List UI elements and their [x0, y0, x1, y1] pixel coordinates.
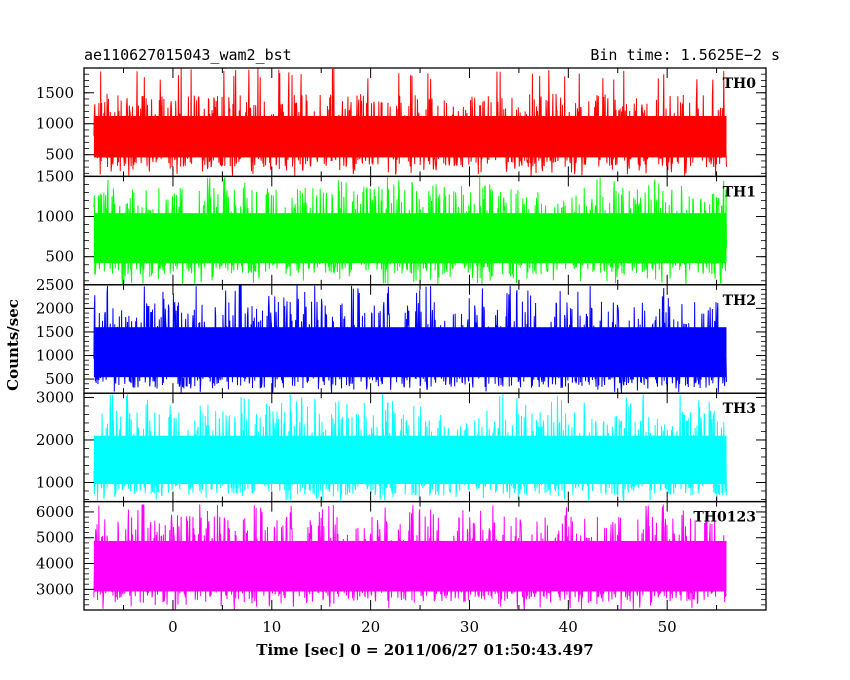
- y-tick-label: 1500: [36, 323, 74, 341]
- y-tick-label: 500: [45, 248, 74, 266]
- y-tick-label: 500: [45, 370, 74, 388]
- y-tick-label: 2000: [36, 299, 74, 317]
- series-line-th2: [93, 284, 727, 394]
- series-line-th0: [93, 68, 727, 177]
- y-tick-label: 1000: [36, 473, 74, 491]
- panel-th2: 500 1000 1500 2000 2500 TH2: [36, 276, 767, 394]
- panel-th3: 1000 2000 3000 TH3: [36, 388, 767, 503]
- x-tick-label: 40: [559, 618, 578, 636]
- panel-label: TH0: [723, 76, 757, 92]
- panel-th1: 500 1000 1500 TH1: [36, 167, 767, 286]
- series-line-th1: [93, 176, 727, 285]
- y-axis-label: Counts/sec: [4, 299, 22, 391]
- panel-frame: [83, 500, 767, 611]
- figure-title-left: ae110627015043_wam2_bst: [84, 46, 292, 64]
- y-tick-label: 6000: [36, 503, 74, 521]
- x-tick-label: 30: [460, 618, 479, 636]
- y-tick-label: 2500: [36, 276, 74, 294]
- y-tick-label: 5000: [36, 529, 74, 547]
- y-tick-label: 1500: [36, 167, 74, 185]
- panel-th0: 500 1000 1500 TH0: [36, 67, 767, 178]
- y-tick-label: 3000: [36, 580, 74, 598]
- figure-title-right: Bin time: 1.5625E−2 s: [590, 46, 780, 64]
- panel-label: TH1: [723, 184, 756, 200]
- panels-group: 500 1000 1500 TH0 500 1000 1500 TH1 500 1000 1500 2…: [36, 67, 767, 611]
- x-axis-label: Time [sec] 0 = 2011/06/27 01:50:43.497: [256, 641, 593, 659]
- y-tick-label: 1500: [36, 84, 74, 102]
- panel-label: TH3: [723, 401, 756, 417]
- x-tick-label: 20: [361, 618, 380, 636]
- y-tick-label: 500: [45, 146, 74, 164]
- panel-th0123: 3000 4000 5000 6000 TH0123: [36, 500, 767, 611]
- series-line-th3: [93, 393, 727, 502]
- y-tick-label: 1000: [36, 346, 74, 364]
- y-tick-label: 1000: [36, 115, 74, 133]
- x-tick-label: 50: [658, 618, 677, 636]
- x-tick-label: 0: [168, 618, 178, 636]
- panel-label: TH0123: [693, 510, 756, 526]
- y-tick-label: 2000: [36, 431, 74, 449]
- y-tick-label: 4000: [36, 555, 74, 573]
- y-tick-label: 1000: [36, 208, 74, 226]
- x-tick-label: 10: [262, 618, 281, 636]
- x-axis: 0 10 20 30 40 50: [168, 618, 677, 636]
- panel-label: TH2: [723, 293, 756, 309]
- y-tick-label: 3000: [36, 388, 74, 406]
- series-line-th0123: [93, 504, 727, 610]
